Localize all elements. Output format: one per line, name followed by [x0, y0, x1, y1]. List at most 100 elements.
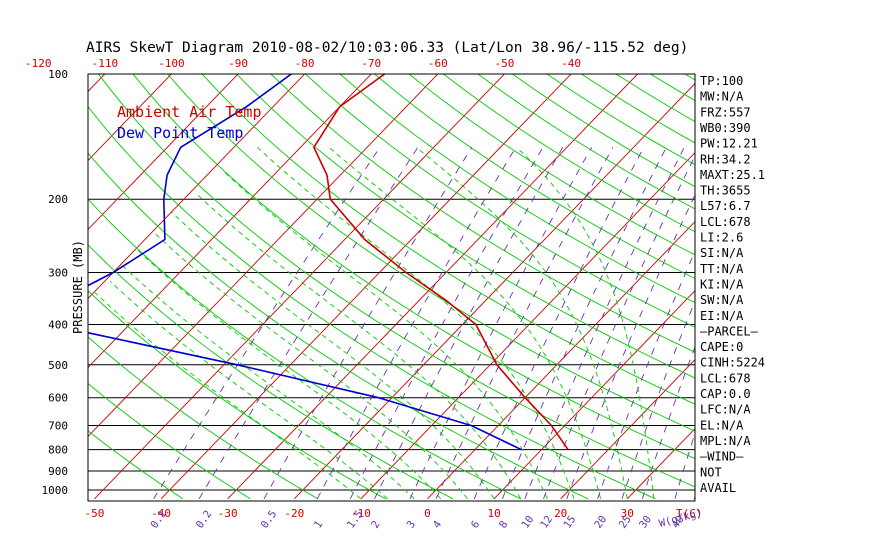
dry-adiabat-100: [304, 74, 695, 328]
isotherm--60: [88, 74, 439, 438]
dry-adiabat--30: [88, 382, 251, 500]
index-item: CAPE:0: [700, 340, 743, 354]
moist-adiabat-22: [257, 146, 575, 499]
mixing-ratio-tick-label: 40: [670, 513, 687, 530]
dry-adiabat--40: [88, 430, 184, 500]
top-axis-tick-label: -70: [361, 57, 381, 70]
ambient-air-temp-line: [312, 74, 569, 451]
plot-frame: [87, 73, 696, 502]
moist-adiabat-30: [415, 146, 628, 499]
mixing-ratio-line-12: [543, 154, 695, 499]
pressure-tick-label: 800: [48, 444, 68, 457]
moist-adiabat--2: [122, 266, 415, 500]
mixing-ratio-tick-label: 20: [592, 513, 609, 530]
mixing-ratio-line-0.1: [153, 147, 381, 500]
pressure-tick-label: 400: [48, 318, 68, 331]
isotherm--100: [88, 74, 173, 162]
pressure-tick-label: 500: [48, 359, 68, 372]
bottom-axis-unit: T(C): [676, 507, 703, 520]
index-item: SW:N/A: [700, 293, 744, 307]
bottom-axis-tick-label: 10: [487, 507, 500, 520]
dry-adiabat-90: [270, 74, 695, 353]
mixing-ratio-tick-label: 30: [637, 513, 654, 530]
mixing-ratio-line-20: [597, 250, 695, 499]
moist-adiabat--6: [109, 280, 388, 500]
top-axis-tick-label: -90: [228, 57, 248, 70]
bottom-axis-tick-label: 0: [424, 507, 431, 520]
isotherm--50: [94, 74, 506, 500]
isotherm-10: [493, 289, 695, 500]
mixing-ratio-line-10: [524, 147, 685, 499]
index-item: WB0:390: [700, 121, 751, 135]
isotherm--40: [160, 74, 572, 500]
legend-ambient-air-temp: Ambient Air Temp: [117, 103, 262, 121]
isotherm-0: [427, 220, 695, 500]
moist-adiabat-2: [137, 249, 442, 500]
moist-adiabat-14: [197, 194, 522, 500]
bottom-axis-tick-label: -40: [151, 507, 171, 520]
mixing-ratio-line-0.5: [263, 147, 473, 500]
moist-adiabat-34: [516, 146, 655, 499]
mixing-ratio-tick-label: 25: [617, 513, 634, 530]
isotherm--90: [88, 74, 239, 231]
top-axis-tick-label: -80: [295, 57, 315, 70]
dry-adiabat-130: [408, 74, 695, 256]
dry-adiabat-110: [339, 74, 695, 304]
index-item: —WIND—: [700, 450, 744, 464]
bottom-axis-tick-label: 30: [621, 507, 634, 520]
index-item: MAXT:25.1: [700, 168, 765, 182]
index-item: EL:N/A: [700, 418, 744, 432]
mixing-ratio-line-6: [473, 147, 645, 499]
isotherm--80: [88, 74, 306, 300]
pressure-tick-label: 300: [48, 266, 68, 279]
top-axis-tick-label: -40: [561, 57, 581, 70]
top-axis-tick-label: -60: [428, 57, 448, 70]
index-item: CINH:5224: [700, 356, 765, 370]
mixing-ratio-line-8: [501, 147, 667, 499]
y-axis-label: PRESSURE (MB): [71, 240, 85, 334]
isotherm--20: [293, 82, 695, 500]
mixing-ratio-line-25: [621, 300, 695, 499]
index-item: NOT: [700, 465, 722, 479]
bottom-axis-tick-label: -20: [284, 507, 304, 520]
dew-point-temp-line: [88, 74, 522, 451]
top-axis-tick-label: -50: [495, 57, 515, 70]
moist-adiabat-26: [328, 146, 602, 499]
mixing-ratio-line-3: [409, 147, 593, 499]
index-item: MW:N/A: [700, 90, 744, 104]
index-item: —PARCEL—: [700, 324, 759, 338]
bottom-axis-tick-label: -50: [85, 507, 105, 520]
index-item: PW:12.21: [700, 137, 758, 151]
index-item: FRZ:557: [700, 105, 751, 119]
index-item: LI:2.6: [700, 231, 743, 245]
index-item: LFC:N/A: [700, 403, 751, 417]
pressure-tick-label: 700: [48, 420, 68, 433]
index-item: EI:N/A: [700, 309, 744, 323]
isotherm--10: [360, 151, 695, 500]
pressure-tick-label: 100: [48, 68, 68, 81]
dry-adiabat-40: [97, 74, 695, 488]
pressure-tick-label: 900: [48, 465, 68, 478]
bottom-axis-tick-label: -10: [351, 507, 371, 520]
pressure-tick-label: 1000: [42, 484, 69, 497]
isotherm-20: [560, 358, 695, 500]
isotherm--70: [88, 74, 372, 369]
top-axis-tick-label: -100: [158, 57, 185, 70]
mixing-ratio-line-15: [566, 193, 695, 499]
dry-adiabat-60: [166, 74, 695, 432]
index-item: L57:6.7: [700, 199, 751, 213]
dry-adiabat-10: [88, 198, 521, 500]
index-item: CAP:0.0: [700, 387, 751, 401]
top-axis-tick-label: -110: [92, 57, 119, 70]
mixing-ratio-line-0.2: [198, 147, 419, 500]
mixing-ratio-tick-label: 12: [538, 513, 555, 530]
mixing-ratio-line-30: [641, 345, 695, 499]
index-item: RH:34.2: [700, 152, 751, 166]
dry-adiabat-20: [88, 152, 589, 500]
moist-adiabat-18: [221, 169, 548, 500]
mixing-ratio-line-2: [374, 147, 564, 500]
dry-adiabat-0: [88, 244, 454, 500]
index-item: TP:100: [700, 74, 743, 88]
mixing-ratio-line-1.5: [349, 147, 544, 499]
